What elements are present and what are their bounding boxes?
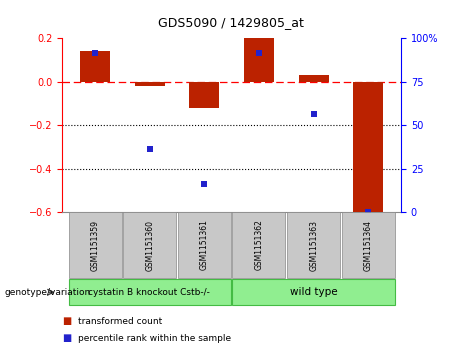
Point — [146, 146, 154, 152]
Bar — [135, 82, 165, 86]
Bar — [80, 51, 110, 82]
Bar — [353, 82, 383, 212]
Text: GSM1151364: GSM1151364 — [364, 220, 373, 270]
Text: cystatin B knockout Cstb-/-: cystatin B knockout Cstb-/- — [88, 288, 210, 297]
Bar — [342, 212, 395, 278]
Bar — [299, 75, 329, 82]
Text: GSM1151362: GSM1151362 — [254, 220, 264, 270]
Bar — [232, 212, 285, 278]
Bar — [69, 212, 122, 278]
Point — [201, 181, 208, 187]
Bar — [189, 82, 219, 108]
Text: genotype/variation: genotype/variation — [5, 288, 91, 297]
Text: GSM1151361: GSM1151361 — [200, 220, 209, 270]
Bar — [178, 212, 231, 278]
Text: GSM1151360: GSM1151360 — [145, 220, 154, 270]
Text: percentile rank within the sample: percentile rank within the sample — [78, 334, 231, 343]
Text: ■: ■ — [62, 333, 71, 343]
Bar — [244, 38, 274, 82]
Bar — [69, 279, 231, 305]
Point — [310, 111, 317, 117]
Point — [91, 50, 99, 56]
Point — [255, 50, 263, 56]
Text: wild type: wild type — [290, 287, 337, 297]
Bar — [287, 212, 340, 278]
Bar — [123, 212, 176, 278]
Text: transformed count: transformed count — [78, 317, 163, 326]
Point — [365, 209, 372, 215]
Text: GSM1151359: GSM1151359 — [90, 220, 100, 270]
Text: GDS5090 / 1429805_at: GDS5090 / 1429805_at — [158, 16, 303, 29]
Text: ■: ■ — [62, 316, 71, 326]
Bar — [232, 279, 395, 305]
Text: GSM1151363: GSM1151363 — [309, 220, 318, 270]
